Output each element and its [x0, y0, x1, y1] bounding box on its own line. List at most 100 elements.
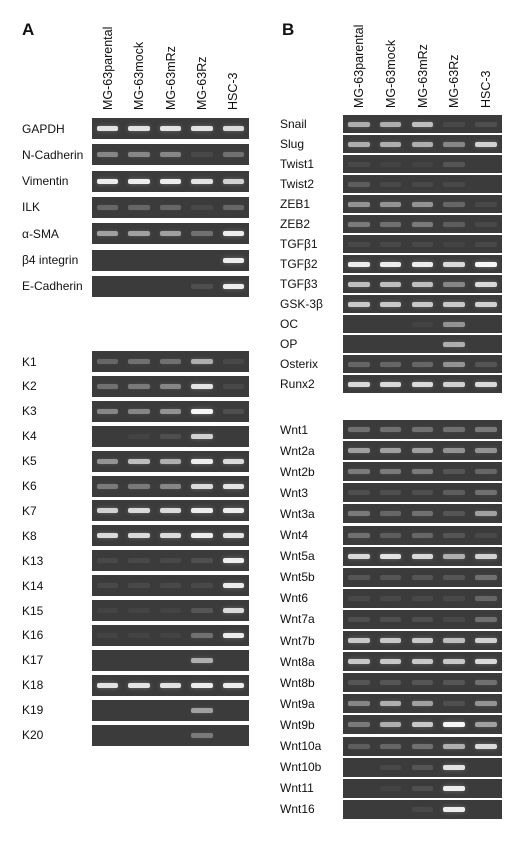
gel-band [128, 359, 150, 364]
gel-row-label-k7: K7 [22, 503, 37, 518]
gel-row-label-k6: K6 [22, 479, 37, 493]
gel-band [443, 201, 466, 207]
gel-band [191, 508, 213, 514]
gel-row-label-oc: OC [280, 317, 298, 331]
gel-strip-vimentin [92, 170, 249, 192]
gel-strip-ilk [92, 196, 249, 218]
gel-band [379, 448, 402, 454]
gel-strip-k19 [92, 699, 249, 721]
gel-row-label-ilk: ILK [22, 200, 41, 215]
gel-band [191, 408, 213, 414]
gel-band [128, 533, 150, 539]
gel-row-label-wnt7a: Wnt7a [280, 612, 315, 627]
gel-row-label-wnt5b: Wnt5b [280, 570, 315, 585]
gel-band [443, 638, 466, 643]
gel-strip-k17 [92, 649, 249, 671]
gel-band [191, 126, 213, 131]
gel-band [348, 701, 370, 707]
gel-band [128, 632, 150, 638]
panel-a-letter: A [22, 20, 35, 39]
gel-band [159, 408, 182, 414]
gel-band [443, 595, 466, 601]
gel-row-label-runx2: Runx2 [280, 377, 315, 391]
gel-band [348, 361, 370, 367]
gel-band [348, 427, 370, 432]
gel-row-label-wnt10a: Wnt10a [280, 739, 322, 753]
gel-band [443, 141, 466, 147]
gel-strip-tgf-1 [343, 235, 502, 253]
gel-strip-wnt7a [343, 609, 502, 629]
gel-band [411, 764, 434, 770]
gel-band [443, 381, 466, 387]
gel-band [379, 361, 402, 367]
gel-band [348, 722, 370, 728]
gel-band [379, 201, 402, 207]
gel-band [97, 178, 119, 184]
gel-band [475, 511, 497, 517]
gel-strip-wnt7b [343, 631, 502, 650]
gel-band [411, 616, 434, 622]
gel-band [159, 533, 182, 539]
gel-strip-k16 [92, 624, 249, 646]
gel-strip-wnt16 [343, 799, 502, 819]
panel-a-lane-label: MG-63Rz [194, 56, 209, 110]
gel-band [475, 241, 497, 247]
gel-band [159, 608, 182, 613]
gel-band [222, 408, 244, 414]
gel-strip-osterix [343, 355, 502, 373]
gel-band [159, 632, 182, 638]
gel-strip-wnt3a [343, 504, 502, 524]
gel-band [159, 204, 182, 210]
gel-band [97, 231, 119, 237]
gel-band [443, 806, 466, 812]
gel-strip-oc [343, 315, 502, 333]
gel-band [411, 321, 434, 327]
panel-a-lane-label: HSC-3 [226, 72, 241, 110]
gel-strip-k14 [92, 575, 249, 597]
gel-band [128, 508, 150, 514]
panel-b-lane-label: MG-63mRz [415, 44, 430, 108]
gel-row-label-twist2: Twist2 [280, 177, 315, 191]
gel-strip-zeb1 [343, 195, 502, 213]
gel-band [222, 583, 244, 589]
gel-row-label-slug: Slug [280, 137, 305, 151]
panel-b-lane-label: MG-63Rz [447, 54, 462, 108]
gel-band [411, 427, 434, 432]
gel-row-label-tgf-2: TGFβ2 [280, 257, 318, 271]
gel-band [443, 511, 466, 517]
gel-row-label-wnt7b: Wnt7b [280, 633, 315, 648]
gel-band [191, 204, 213, 210]
gel-band [411, 448, 434, 454]
gel-strip-wnt5b [343, 567, 502, 587]
gel-row-label-osterix: Osterix [280, 357, 319, 371]
gel-strip-gapdh [92, 118, 249, 139]
gel-band [379, 595, 402, 601]
gel-row-label-wnt9a: Wnt9a [280, 696, 315, 711]
gel-strip-k2 [92, 375, 249, 397]
gel-row-label-k16: K16 [22, 628, 44, 643]
gel-band [379, 121, 402, 127]
gel-band [222, 204, 244, 210]
gel-band [222, 632, 244, 638]
gel-band [222, 483, 244, 489]
gel-band [97, 152, 119, 158]
gel-band [411, 121, 434, 127]
gel-row-label-wnt5a: Wnt5a [280, 549, 315, 564]
gel-band [128, 682, 150, 688]
gel-strip-k6 [92, 475, 249, 497]
gel-strip-tgf-2 [343, 255, 502, 273]
gel-band [222, 558, 244, 564]
gel-strip-k4 [92, 425, 249, 447]
gel-band [379, 381, 402, 387]
gel-band [379, 261, 402, 267]
gel-band [443, 221, 466, 227]
gel-band [97, 126, 119, 131]
gel-band [411, 141, 434, 147]
gel-band [128, 204, 150, 210]
gel-band [443, 764, 466, 770]
gel-band [159, 558, 182, 564]
gel-band [128, 231, 150, 237]
gel-strip-wnt10a [343, 736, 502, 756]
gel-band [97, 533, 119, 539]
gel-band [411, 511, 434, 517]
